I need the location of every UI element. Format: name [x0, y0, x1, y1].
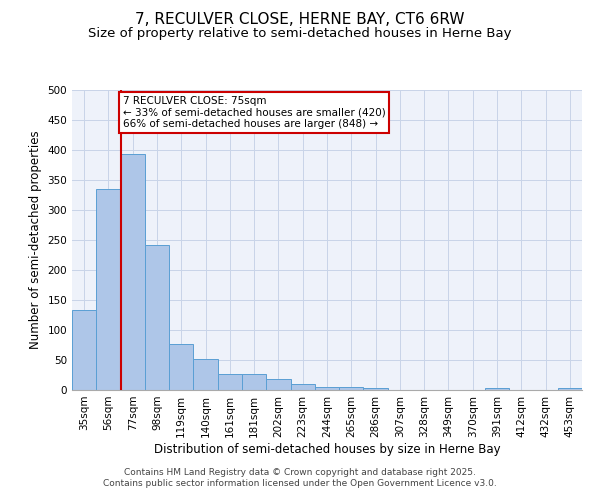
Bar — [193, 359, 218, 390]
Bar — [218, 374, 242, 390]
Bar — [72, 310, 96, 390]
Bar — [145, 246, 169, 390]
Bar — [96, 189, 121, 390]
Bar — [339, 387, 364, 390]
Text: 7, RECULVER CLOSE, HERNE BAY, CT6 6RW: 7, RECULVER CLOSE, HERNE BAY, CT6 6RW — [135, 12, 465, 28]
Bar — [242, 374, 266, 390]
Bar — [315, 387, 339, 390]
Bar — [121, 154, 145, 390]
Bar — [485, 388, 509, 390]
Bar — [266, 379, 290, 390]
Text: Size of property relative to semi-detached houses in Herne Bay: Size of property relative to semi-detach… — [88, 28, 512, 40]
Bar — [364, 388, 388, 390]
Bar — [169, 344, 193, 390]
Text: 7 RECULVER CLOSE: 75sqm
← 33% of semi-detached houses are smaller (420)
66% of s: 7 RECULVER CLOSE: 75sqm ← 33% of semi-de… — [123, 96, 386, 129]
Y-axis label: Number of semi-detached properties: Number of semi-detached properties — [29, 130, 42, 350]
Bar — [290, 384, 315, 390]
X-axis label: Distribution of semi-detached houses by size in Herne Bay: Distribution of semi-detached houses by … — [154, 442, 500, 456]
Bar — [558, 388, 582, 390]
Text: Contains HM Land Registry data © Crown copyright and database right 2025.
Contai: Contains HM Land Registry data © Crown c… — [103, 468, 497, 487]
